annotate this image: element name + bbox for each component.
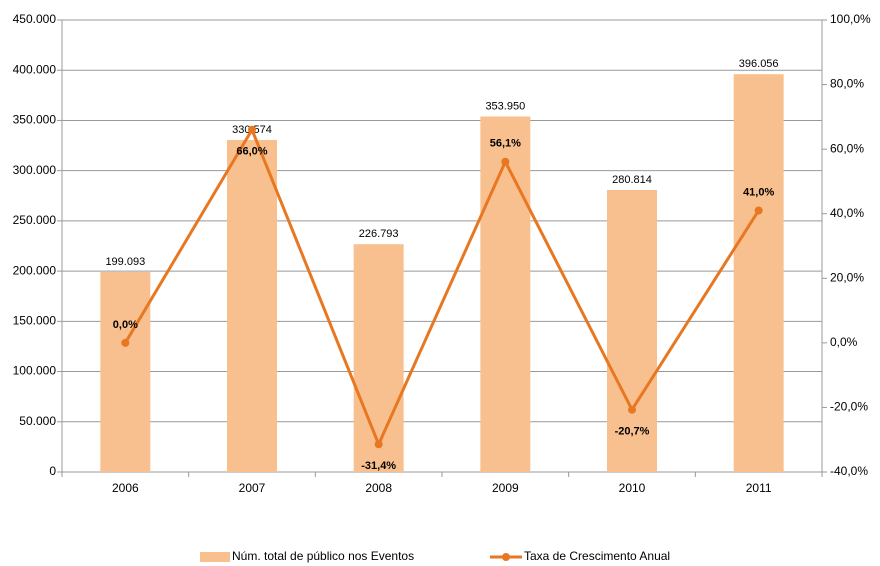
- y2-tick-label: -20,0%: [830, 400, 868, 414]
- line-value-label: 0,0%: [113, 319, 138, 331]
- bar-value-label: 226.793: [359, 228, 399, 240]
- x-tick-label: 2010: [619, 481, 646, 495]
- line-value-label: 56,1%: [490, 138, 521, 150]
- legend-label: Núm. total de público nos Eventos: [232, 549, 414, 563]
- line-value-label: -31,4%: [361, 460, 396, 472]
- line-value-label: -20,7%: [615, 426, 650, 438]
- x-tick-label: 2009: [492, 481, 519, 495]
- y-tick-label: 300.000: [13, 163, 57, 177]
- x-tick-label: 2006: [112, 481, 139, 495]
- y2-tick-label: 100,0%: [830, 12, 871, 26]
- y-tick-label: 400.000: [13, 62, 57, 76]
- y-tick-label: 200.000: [13, 263, 57, 277]
- legend-label: Taxa de Crescimento Anual: [524, 549, 670, 563]
- y-tick-label: 150.000: [13, 314, 57, 328]
- line-point: [501, 157, 510, 166]
- bar-value-label: 396.056: [739, 58, 779, 70]
- y2-tick-label: -40,0%: [830, 464, 868, 478]
- line-point: [628, 405, 636, 414]
- y-tick-label: 250.000: [13, 213, 57, 227]
- y2-tick-label: 80,0%: [830, 77, 864, 91]
- bar: [607, 189, 657, 473]
- y-tick-label: 350.000: [13, 113, 57, 127]
- y2-tick-label: 20,0%: [830, 270, 864, 284]
- x-tick-label: 2008: [365, 481, 392, 495]
- line-point: [754, 206, 763, 215]
- y2-tick-label: 0,0%: [830, 335, 858, 349]
- legend-swatch: [502, 553, 510, 561]
- bar-value-label: 353.950: [485, 100, 525, 112]
- bar: [353, 244, 404, 472]
- legend-swatch: [200, 552, 230, 562]
- y2-tick-label: 60,0%: [830, 141, 864, 155]
- x-tick-label: 2011: [746, 481, 772, 495]
- y-tick-label: 450.000: [13, 12, 57, 26]
- y-tick-label: 0: [49, 464, 56, 478]
- y-tick-label: 100.000: [13, 364, 57, 378]
- line-value-label: 66,0%: [236, 146, 267, 158]
- x-tick-label: 2007: [239, 481, 266, 495]
- line-point: [121, 338, 130, 347]
- line-value-label: 41,0%: [743, 186, 774, 198]
- bar: [227, 139, 277, 472]
- bar-value-label: 199.093: [105, 256, 145, 268]
- bar: [480, 116, 531, 472]
- bar: [733, 74, 784, 473]
- y-tick-label: 50.000: [19, 414, 56, 428]
- line-point: [248, 125, 256, 134]
- bar: [100, 272, 151, 472]
- bar-value-label: 280.814: [612, 174, 652, 186]
- line-point: [374, 440, 383, 449]
- y2-tick-label: 40,0%: [830, 206, 864, 220]
- line: [124, 126, 760, 449]
